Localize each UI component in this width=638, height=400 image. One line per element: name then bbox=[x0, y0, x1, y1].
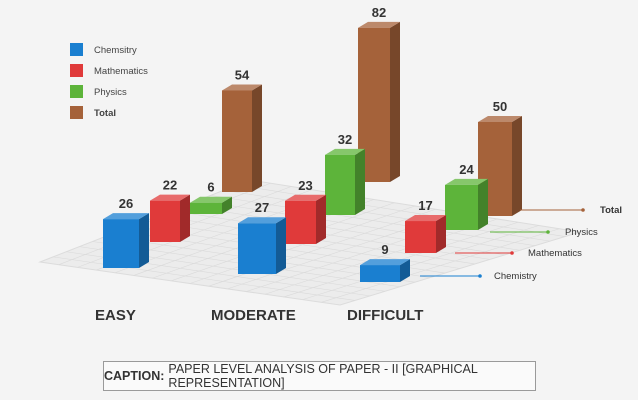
bar-top bbox=[445, 178, 488, 185]
bar-chemsitry-difficult: 9 bbox=[360, 242, 410, 282]
grid-line bbox=[302, 225, 539, 300]
bar-top bbox=[405, 215, 446, 222]
bar-top bbox=[478, 116, 522, 122]
data-label: 82 bbox=[372, 5, 386, 20]
grid-line bbox=[236, 184, 566, 237]
bar-physics-moderate: 32 bbox=[325, 132, 365, 215]
bar-top bbox=[150, 194, 190, 201]
bar-side bbox=[222, 196, 232, 214]
legend-label: Chemsitry bbox=[94, 45, 137, 56]
category-label: DIFFICULT bbox=[347, 307, 423, 324]
bar-top bbox=[285, 194, 326, 201]
data-label: 50 bbox=[493, 99, 507, 114]
bar-side bbox=[180, 194, 190, 242]
bar-front bbox=[405, 221, 436, 253]
grid-line bbox=[189, 205, 416, 284]
data-label: 26 bbox=[119, 196, 133, 211]
bar-mathematics-easy: 22 bbox=[150, 178, 190, 242]
series-axis-label: Chemistry bbox=[494, 271, 537, 282]
bar-front bbox=[285, 200, 316, 244]
bar-chemsitry-easy: 26 bbox=[103, 196, 149, 268]
bar-front bbox=[360, 265, 400, 282]
caption-box: CAPTION: PAPER LEVEL ANALYSIS OF PAPER -… bbox=[103, 361, 536, 391]
bar-side bbox=[252, 84, 262, 192]
legend-label: Total bbox=[94, 108, 116, 119]
bar-front bbox=[238, 223, 276, 274]
bar-mathematics-moderate: 23 bbox=[285, 178, 326, 244]
data-label: 17 bbox=[418, 198, 432, 213]
data-label: 27 bbox=[255, 200, 269, 215]
legend-swatch bbox=[70, 43, 83, 56]
grid-line bbox=[223, 189, 551, 242]
bar-physics-difficult: 24 bbox=[445, 162, 488, 230]
grid-line bbox=[184, 205, 506, 256]
bar-chemsitry-moderate: 27 bbox=[238, 200, 286, 274]
bar-side bbox=[139, 213, 149, 268]
bar-top bbox=[360, 259, 410, 266]
leader-dot bbox=[581, 208, 585, 212]
data-label: 54 bbox=[235, 67, 250, 82]
legend-swatch bbox=[70, 85, 83, 98]
legend: Chemsitry Mathematics Physics Total bbox=[70, 43, 148, 119]
legend-swatch bbox=[70, 64, 83, 77]
legend-swatch bbox=[70, 106, 83, 119]
grid-line bbox=[321, 228, 560, 303]
series-axis-label: Mathematics bbox=[528, 248, 582, 259]
bar-top bbox=[222, 84, 262, 91]
bar-top bbox=[238, 217, 286, 224]
bar-top bbox=[190, 196, 232, 203]
series-axis-label: Physics bbox=[565, 227, 598, 238]
bar-front bbox=[150, 200, 180, 242]
category-label: MODERATE bbox=[211, 307, 296, 324]
series-axis-label: Total bbox=[600, 205, 622, 216]
bar-top bbox=[358, 21, 400, 28]
data-label: 32 bbox=[338, 132, 352, 147]
bar-front bbox=[222, 90, 252, 192]
grid-line bbox=[264, 218, 498, 295]
bar-physics-easy: 6 bbox=[190, 180, 232, 214]
data-label: 24 bbox=[459, 162, 474, 177]
bar-side bbox=[436, 215, 446, 253]
leader-dot bbox=[478, 274, 482, 278]
caption-label: CAPTION: bbox=[104, 369, 165, 383]
leader-dot bbox=[510, 251, 514, 255]
bar-side bbox=[316, 194, 326, 244]
caption-text: PAPER LEVEL ANALYSIS OF PAPER - II [GRAP… bbox=[168, 362, 478, 390]
data-label: 22 bbox=[163, 178, 177, 193]
bar-side bbox=[355, 148, 365, 215]
bar-mathematics-difficult: 17 bbox=[405, 198, 446, 253]
data-label: 9 bbox=[381, 242, 388, 257]
grid-line bbox=[210, 195, 536, 246]
bar-side bbox=[276, 217, 286, 274]
bar-side bbox=[478, 178, 488, 230]
bar-front bbox=[103, 219, 139, 268]
bar-front bbox=[445, 184, 478, 230]
bar-top bbox=[103, 213, 149, 220]
grid-line bbox=[197, 200, 521, 251]
leader-dot bbox=[546, 230, 550, 234]
bar-total-easy: 54 bbox=[222, 67, 262, 192]
bar-side bbox=[512, 116, 522, 216]
category-label: EASY bbox=[95, 307, 136, 324]
bar-side bbox=[400, 259, 410, 282]
legend-label: Physics bbox=[94, 87, 127, 98]
bar-front bbox=[325, 154, 355, 215]
bar-side bbox=[390, 21, 400, 183]
data-label: 6 bbox=[207, 180, 214, 195]
bar-top bbox=[325, 148, 365, 155]
legend-label: Mathematics bbox=[94, 66, 148, 77]
bar-front bbox=[190, 202, 222, 214]
data-label: 23 bbox=[298, 178, 312, 193]
